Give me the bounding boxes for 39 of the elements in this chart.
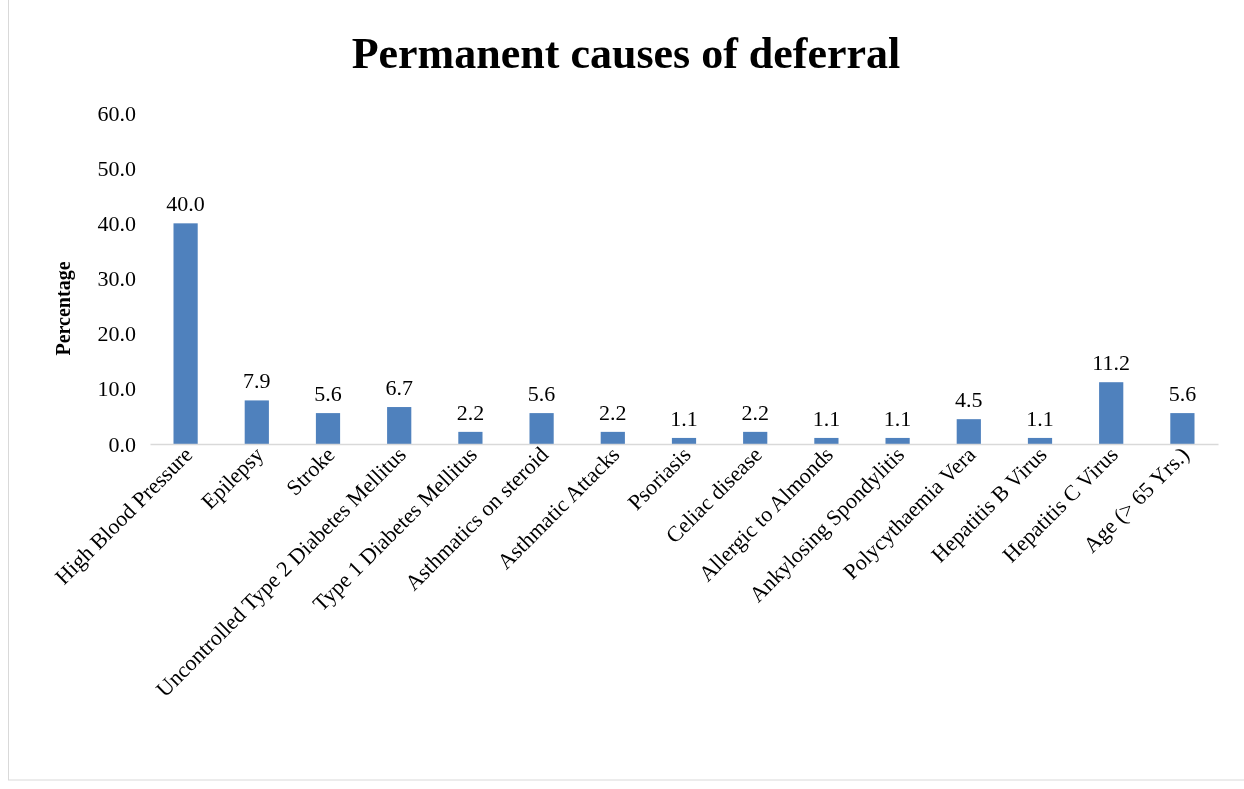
bar [885, 437, 910, 444]
data-label: 5.6 [527, 381, 556, 407]
y-tick-label: 20.0 [97, 321, 136, 347]
chart-title: Permanent causes of deferral [351, 29, 901, 78]
bar [1170, 413, 1195, 444]
bar [529, 413, 554, 444]
y-tick-label: 0.0 [108, 431, 136, 457]
data-label: 1.1 [1026, 405, 1054, 431]
data-label: 40.0 [166, 191, 205, 217]
bar [173, 223, 198, 444]
y-tick-label: 60.0 [97, 100, 136, 126]
data-label: 1.1 [812, 405, 841, 431]
data-label: 5.6 [1168, 381, 1197, 407]
data-label: 4.5 [955, 387, 983, 413]
data-label: 2.2 [456, 399, 485, 425]
data-label: 1.1 [670, 405, 698, 431]
bar [244, 400, 269, 444]
data-label: 6.7 [385, 375, 413, 401]
bar [387, 407, 412, 444]
bar [315, 413, 341, 444]
data-label: 1.1 [883, 405, 912, 431]
y-tick-label: 50.0 [97, 155, 136, 181]
bar [458, 431, 483, 444]
bar [1099, 382, 1124, 444]
bar [743, 431, 768, 444]
data-label: 2.2 [741, 399, 769, 425]
y-tick-label: 10.0 [97, 376, 136, 402]
y-tick-label: 40.0 [97, 210, 136, 236]
bar [600, 431, 625, 444]
y-axis-title: Percentage [52, 261, 75, 356]
data-label: 2.2 [599, 399, 627, 425]
bar [956, 419, 981, 444]
data-label: 5.6 [314, 381, 342, 407]
bar [671, 437, 697, 444]
bar [1027, 437, 1053, 444]
data-label: 11.2 [1092, 350, 1131, 376]
data-label: 7.9 [243, 368, 271, 394]
y-tick-label: 30.0 [97, 266, 136, 292]
bar [814, 437, 839, 444]
